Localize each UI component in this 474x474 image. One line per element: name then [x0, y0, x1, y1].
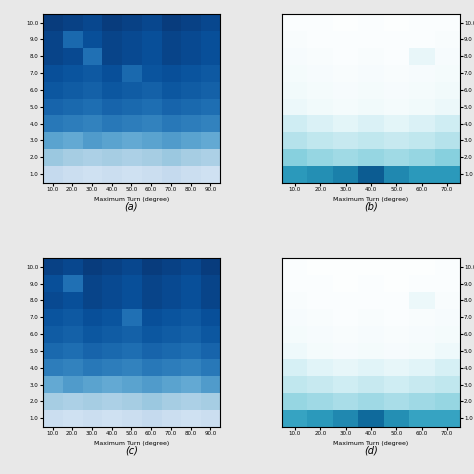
X-axis label: Maximum Turn (degree): Maximum Turn (degree) — [94, 441, 169, 447]
Text: (b): (b) — [364, 201, 378, 211]
Text: (d): (d) — [364, 446, 378, 456]
Text: (a): (a) — [125, 201, 138, 211]
X-axis label: Maximum Turn (degree): Maximum Turn (degree) — [333, 197, 409, 202]
X-axis label: Maximum Turn (degree): Maximum Turn (degree) — [94, 197, 169, 202]
X-axis label: Maximum Turn (degree): Maximum Turn (degree) — [333, 441, 409, 447]
Text: (c): (c) — [125, 446, 138, 456]
